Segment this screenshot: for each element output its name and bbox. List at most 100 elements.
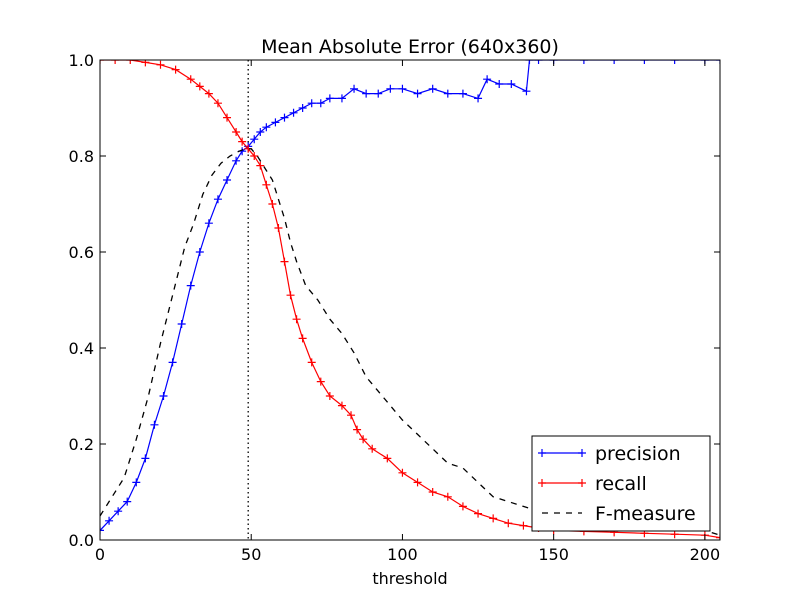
data-point [428,84,437,93]
legend-label: precision [595,443,681,465]
x-tick-label: 100 [387,545,418,564]
data-point [307,358,316,367]
legend-label: recall [595,473,647,495]
data-point [159,392,168,400]
data-point [474,94,483,103]
data-point [398,468,407,477]
data-point [250,135,259,144]
data-point [428,488,437,496]
data-point [507,80,516,88]
data-point [292,315,301,324]
data-point [458,502,467,511]
data-point [262,123,271,132]
data-point [522,87,531,96]
y-tick-label: 0.0 [69,531,94,550]
x-tick-label: 200 [690,545,721,564]
series-recall [100,60,720,540]
data-point [383,454,392,463]
y-tick-label: 0.6 [69,243,94,262]
data-point [280,257,289,266]
y-tick-label: 1.0 [69,51,94,70]
data-point [123,497,132,506]
data-point [132,478,141,487]
data-point [186,281,195,290]
x-tick-label: 150 [538,545,569,564]
y-tick-label: 0.8 [69,147,94,166]
data-point [716,533,720,540]
data-point [256,128,265,136]
data-point [307,99,316,108]
data-point [262,180,271,189]
x-tick-label: 0 [95,545,105,564]
data-point [316,99,325,108]
y-tick-label: 0.4 [69,339,94,358]
data-point [443,492,452,501]
data-point [670,60,679,64]
data-point [325,94,334,103]
data-point [204,89,213,98]
data-point [141,454,150,463]
data-point [271,118,280,127]
data-point [534,60,543,64]
data-point [195,82,204,91]
series-precision [100,60,720,535]
data-point [289,108,298,117]
y-axis: 0.0 0.2 0.4 0.6 0.8 1.0 [69,51,720,550]
legend-marker [578,449,586,457]
data-point [213,99,222,108]
data-point [579,60,588,64]
data-point [232,128,241,136]
data-point [213,195,222,204]
data-point [280,113,289,122]
data-point [347,411,356,420]
data-point [171,65,180,74]
data-point [483,75,492,84]
data-point [256,161,265,170]
data-point [359,435,368,444]
data-point [504,519,513,528]
series-line-2 [100,148,720,536]
data-point [337,401,346,410]
chart-title: Mean Absolute Error (640x360) [261,36,559,58]
data-point [168,358,177,367]
data-point [238,137,247,146]
data-point [141,60,150,67]
data-point [489,514,498,523]
y-tick-label: 0.2 [69,435,94,454]
legend-marker [538,449,546,457]
data-point [156,60,165,69]
data-point [474,509,483,518]
legend-entry: F-measure [542,503,696,525]
data-point [100,526,104,535]
data-point [325,392,334,400]
data-point [105,516,114,525]
data-point [286,291,295,300]
x-axis-label: threshold [372,569,447,588]
data-point [640,60,649,64]
data-point [177,320,186,328]
legend-marker [538,479,546,487]
data-point [353,425,362,434]
legend-entry: recall [538,473,647,495]
data-point [126,60,135,64]
data-point [495,80,504,88]
legend-entry: precision [538,443,681,465]
data-point [519,521,528,530]
x-axis: 0 50 100 150 200 [95,60,720,564]
data-point [525,60,534,64]
data-point [350,84,359,93]
data-point [413,89,422,98]
data-point [223,113,232,122]
data-point [195,248,204,256]
series-line-0 [100,60,720,531]
legend-label: F-measure [595,503,696,525]
data-point [186,75,195,84]
data-point [114,507,123,516]
data-point [610,60,619,64]
data-point [223,176,232,184]
data-point [337,94,346,103]
data-point [398,84,407,93]
plot-area [100,60,720,540]
